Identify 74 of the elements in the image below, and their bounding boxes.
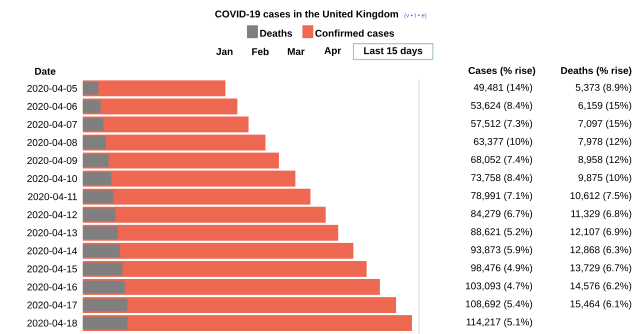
data-label: 10,612 (7.5%) [570,192,632,202]
bar [82,136,106,149]
y-tick-label: 2020-04-09 [27,157,77,164]
bar [82,170,296,187]
y-tick-label: 2020-04-14 [27,247,78,254]
data-label: 12,107 (6.9%) [570,228,632,238]
y-tick-label: 2020-04-13 [27,229,77,236]
data-label: 63,377 (10%) [474,138,532,147]
y-tick-label: 2020-04-08 [27,138,77,146]
data-label: 53,624 (8.4%) [471,102,532,111]
bar [82,262,122,276]
bar [82,100,101,113]
data-label: 84,279 (6.7%) [471,210,532,220]
bar [82,118,104,131]
data-label: 98,476 (4.9%) [471,264,532,274]
data-label: 108,692 (5.4%) [466,300,532,310]
legend-label: Deaths [260,29,292,37]
data-label: 114,217 (5.1%) [466,318,532,328]
y-tick-label: 2020-04-17 [27,301,77,308]
text: Cases (% rise) [468,66,536,76]
bar [82,316,128,330]
chart-title: COVID-19 cases in the United Kingdom [215,10,398,20]
bar [82,188,310,205]
data-label: 78,991 (7.1%) [471,192,532,202]
bar [82,152,279,168]
text: Apr [324,47,342,56]
bar [82,154,109,167]
y-tick-label: 2020-04-06 [27,102,77,110]
data-label: 8,958 (12%) [578,156,632,165]
bar [82,242,354,259]
bar [82,280,125,294]
data-label: 7,978 (12%) [578,138,632,147]
data-label: 88,621 (5.2%) [471,228,532,238]
data-label: 49,481 (14%) [474,84,532,93]
y-tick-label: 2020-04-15 [27,265,77,272]
y-tick-label: 2020-04-07 [27,120,77,128]
data-label: 57,512 (7.3%) [471,120,532,129]
bar [82,80,226,96]
data-label: 5,373 (8.9%) [576,84,632,93]
y-tick-label: 2020-04-11 [28,193,77,200]
data-label: 11,329 (6.8%) [571,210,632,220]
bar [82,298,128,312]
data-label: 93,873 (5.9%) [471,246,532,256]
y-tick-label: 2020-04-10 [27,175,77,182]
bar [82,208,116,222]
legend-label: Confirmed cases [315,29,394,37]
text: Jan [216,48,232,55]
data-label: 6,159 (15%) [578,102,632,111]
y-tick-label: 2020-04-05 [27,84,77,92]
data-label: 15,464 (6.1%) [570,300,632,310]
y-tick-label: 2020-04-18 [27,320,77,327]
text: Last 15 days [364,46,422,56]
bar [82,82,98,95]
bar [82,315,412,331]
bar [82,190,114,203]
data-label: 12,868 (6.3%) [570,246,632,256]
text: Deaths (% rise) [561,66,632,76]
bar [82,226,118,240]
bar [82,244,120,258]
y-tick-label: 2020-04-12 [27,211,77,218]
bar [82,206,326,223]
bar [82,172,112,185]
text: Feb [252,48,269,56]
data-label: 103,093 (4.7%) [466,282,532,292]
text: Mar [288,48,305,55]
data-label: 68,052 (7.4%) [471,156,532,165]
y-axis-title: Date [35,68,56,75]
data-label: 7,097 (15%) [578,120,632,129]
data-label: 73,758 (8.4%) [471,174,532,184]
data-label: 13,729 (6.7%) [570,264,632,274]
y-tick-label: 2020-04-16 [27,283,77,290]
data-label: 9,875 (10%) [578,174,632,184]
data-label: 14,576 (6.2%) [570,282,632,292]
bar [82,98,238,114]
